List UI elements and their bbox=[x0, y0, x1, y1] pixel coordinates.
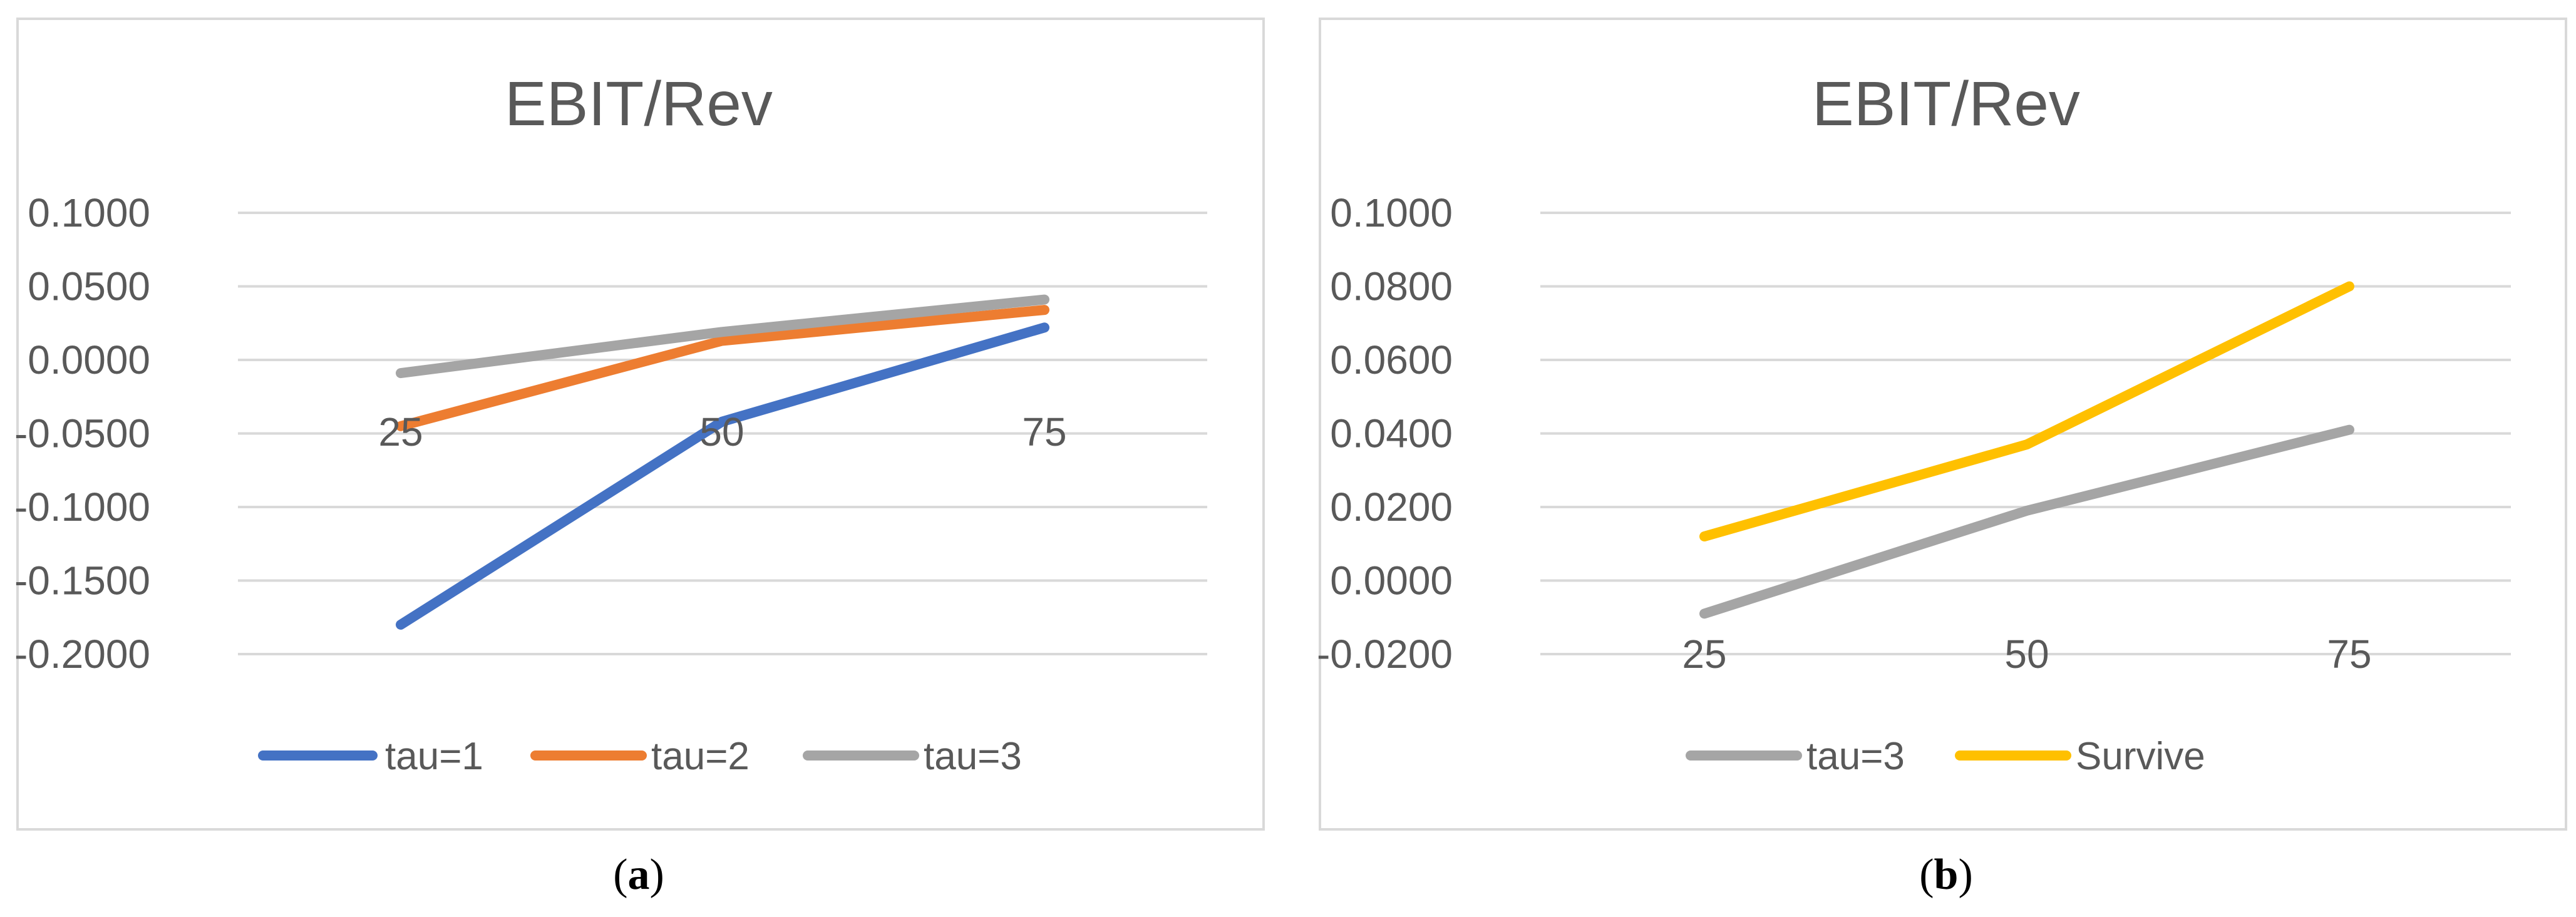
y-tick-label: -0.0200 bbox=[1317, 632, 1453, 677]
y-tick-label: -0.1500 bbox=[14, 558, 150, 603]
x-tick-label: 75 bbox=[2327, 632, 2371, 677]
caption-b: (b) bbox=[1919, 851, 1973, 899]
y-tick-label: -0.0500 bbox=[14, 411, 150, 456]
series-line-tau-2 bbox=[396, 305, 1049, 431]
chart-b-title: EBIT/Rev bbox=[1812, 69, 2080, 139]
chart-a-title: EBIT/Rev bbox=[505, 69, 773, 139]
y-tick-label: 0.0400 bbox=[1330, 411, 1453, 456]
y-tick-label: 0.1000 bbox=[28, 190, 150, 235]
series-line-tau-3 bbox=[1699, 424, 2354, 619]
caption-b-letter: b bbox=[1934, 851, 1959, 899]
x-tick-label: 25 bbox=[378, 409, 423, 454]
y-tick-label: 0.0800 bbox=[1330, 264, 1453, 309]
legend-label: tau=2 bbox=[651, 735, 750, 778]
y-tick-label: -0.2000 bbox=[14, 632, 150, 677]
legend-label: tau=1 bbox=[385, 735, 483, 778]
chart-panel-a: EBIT/Rev 0.1000 0.0500 0.0000 -0.0500 -0.100… bbox=[14, 18, 1265, 899]
y-tick-label: 0.0000 bbox=[1330, 558, 1453, 603]
x-tick-label: 50 bbox=[2004, 632, 2049, 677]
chart-a-frame bbox=[16, 18, 1265, 831]
x-tick-label: 25 bbox=[1682, 632, 1726, 677]
x-tick-label: 50 bbox=[699, 409, 744, 454]
legend-label: tau=3 bbox=[924, 735, 1022, 778]
y-tick-label: 0.0600 bbox=[1330, 337, 1453, 382]
x-tick-label: 75 bbox=[1022, 409, 1066, 454]
series-line-survive bbox=[1699, 281, 2354, 541]
legend-label: tau=3 bbox=[1806, 735, 1905, 778]
y-tick-label: 0.0200 bbox=[1330, 484, 1453, 530]
y-tick-label: 0.0000 bbox=[28, 337, 150, 382]
y-tick-label: 0.1000 bbox=[1330, 190, 1453, 235]
y-tick-label: -0.1000 bbox=[14, 484, 150, 530]
caption-a: (a) bbox=[613, 851, 664, 899]
series-line-tau-3 bbox=[396, 294, 1049, 379]
legend-label: Survive bbox=[2076, 735, 2205, 778]
y-tick-label: 0.0500 bbox=[28, 264, 150, 309]
chart-panel-b: EBIT/Rev 0.1000 0.0800 0.0600 0.0400 0.0200 0… bbox=[1317, 18, 2567, 899]
chart-b-frame bbox=[1319, 18, 2567, 831]
caption-a-letter: a bbox=[628, 851, 650, 899]
series-line-tau-1 bbox=[396, 322, 1049, 630]
